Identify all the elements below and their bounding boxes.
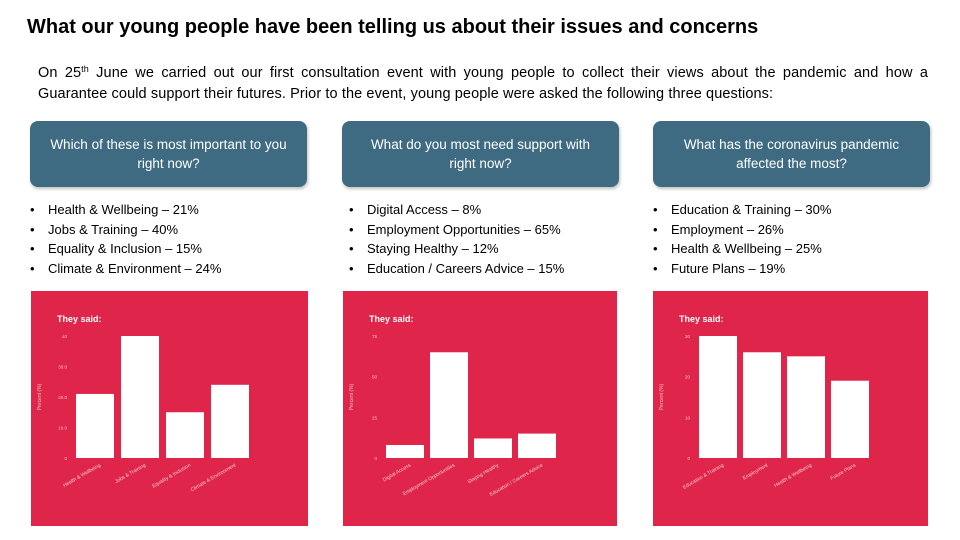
chart-panel-1: They said: Percent (%) 0 10.0 20.0 30.0 40 Heal… bbox=[31, 291, 308, 526]
list-item: Digital Access – 8% bbox=[349, 200, 564, 220]
page-title: What our young people have been telling … bbox=[27, 16, 759, 38]
x-tick-label: Staying Healthy bbox=[467, 462, 501, 485]
chart-panel-2: They said: Percent (%) 0 25 50 75 Digital Acce… bbox=[343, 291, 617, 526]
question-2-text: What do you most need support with right… bbox=[370, 137, 591, 171]
bar bbox=[430, 352, 468, 458]
intro-text-start: On 25 bbox=[38, 65, 82, 81]
bar bbox=[699, 336, 737, 458]
list-item: Jobs & Training – 40% bbox=[30, 220, 221, 240]
y-axis-label: Percent (%) bbox=[37, 383, 43, 410]
list-item: Staying Healthy – 12% bbox=[349, 239, 564, 259]
chart-panel-3: They said: Percent (%) 0 10 20 30 Education & … bbox=[653, 291, 928, 526]
list-item: Future Plans – 19% bbox=[653, 259, 831, 279]
x-tick-label: Education & Training bbox=[682, 462, 725, 490]
bar bbox=[831, 380, 869, 458]
answer-list-1: Health & Wellbeing – 21% Jobs & Training… bbox=[30, 200, 221, 278]
list-item: Equality & Inclusion – 15% bbox=[30, 239, 221, 259]
y-tick-label: 75 bbox=[372, 334, 378, 339]
x-tick-label: Jobs & Training bbox=[114, 462, 147, 485]
bar-chart-2: They said: Percent (%) 0 25 50 75 Digital Acce… bbox=[349, 314, 556, 498]
y-axis-label: Percent (%) bbox=[659, 383, 665, 410]
x-tick-label: Equality & Inclusion bbox=[151, 462, 192, 489]
x-tick-label: Health & Wellbeing bbox=[773, 462, 813, 489]
bar bbox=[211, 384, 249, 458]
list-item: Employment Opportunities – 65% bbox=[349, 220, 564, 240]
list-item: Climate & Environment – 24% bbox=[30, 259, 221, 279]
intro-text-rest: June we carried out our first consultati… bbox=[38, 65, 929, 102]
y-tick-label: 20.0 bbox=[58, 395, 67, 400]
bar bbox=[386, 444, 424, 458]
intro-superscript: th bbox=[81, 64, 89, 74]
chart-title: They said: bbox=[369, 314, 414, 324]
list-item: Employment – 26% bbox=[653, 220, 831, 240]
list-item: Education / Careers Advice – 15% bbox=[349, 259, 564, 279]
question-1-text: Which of these is most important to you … bbox=[50, 137, 287, 171]
x-tick-label: Digital Access bbox=[382, 462, 412, 483]
y-tick-label: 30 bbox=[685, 334, 691, 339]
x-tick-label: Employment bbox=[742, 462, 770, 481]
list-item: Education & Training – 30% bbox=[653, 200, 831, 220]
y-tick-label: 50 bbox=[372, 375, 378, 380]
question-box-2: What do you most need support with right… bbox=[342, 121, 619, 187]
bar bbox=[76, 393, 114, 458]
y-tick-label: 0 bbox=[64, 456, 67, 461]
x-tick-label: Future Plans bbox=[829, 462, 857, 482]
question-box-1: Which of these is most important to you … bbox=[30, 121, 307, 187]
bar bbox=[474, 438, 512, 458]
bar bbox=[743, 352, 781, 458]
chart-title: They said: bbox=[679, 314, 724, 324]
bar-chart-3: They said: Percent (%) 0 10 20 30 Education & … bbox=[659, 314, 869, 491]
y-tick-label: 0 bbox=[374, 456, 377, 461]
y-tick-label: 25 bbox=[372, 415, 378, 420]
bar bbox=[166, 412, 204, 458]
intro-paragraph: On 25th June we carried out our first co… bbox=[38, 63, 928, 105]
y-tick-label: 30.0 bbox=[58, 365, 67, 370]
chart-title: They said: bbox=[57, 314, 102, 324]
y-axis-label: Percent (%) bbox=[349, 383, 355, 410]
question-3-text: What has the coronavirus pandemic affect… bbox=[683, 137, 900, 171]
y-tick-label: 10.0 bbox=[58, 426, 67, 431]
answer-list-3: Education & Training – 30% Employment – … bbox=[653, 200, 831, 278]
x-tick-label: Health & Wellbeing bbox=[62, 462, 102, 489]
bar bbox=[518, 433, 556, 458]
y-tick-label: 0 bbox=[687, 456, 690, 461]
y-tick-label: 40 bbox=[62, 334, 68, 339]
list-item: Health & Wellbeing – 25% bbox=[653, 239, 831, 259]
y-tick-label: 20 bbox=[685, 375, 691, 380]
x-tick-label: Climate & Environment bbox=[190, 462, 238, 493]
answer-list-2: Digital Access – 8% Employment Opportuni… bbox=[349, 200, 564, 278]
list-item: Health & Wellbeing – 21% bbox=[30, 200, 221, 220]
bar bbox=[787, 356, 825, 458]
question-box-3: What has the coronavirus pandemic affect… bbox=[653, 121, 930, 187]
y-tick-label: 10 bbox=[685, 415, 691, 420]
bar bbox=[121, 336, 159, 458]
bar-chart-1: They said: Percent (%) 0 10.0 20.0 30.0 40 Heal… bbox=[37, 314, 249, 493]
